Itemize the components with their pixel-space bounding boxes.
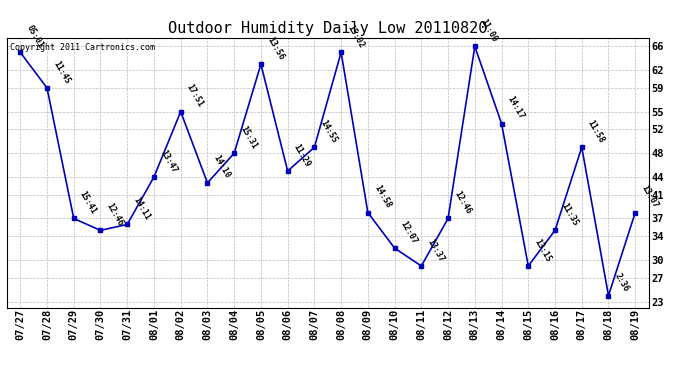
Text: 14:55: 14:55: [319, 118, 339, 144]
Text: 13:37: 13:37: [426, 237, 446, 263]
Text: 13:15: 13:15: [533, 237, 553, 263]
Text: 11:35: 11:35: [559, 201, 580, 228]
Text: 13:07: 13:07: [640, 184, 660, 210]
Text: 13:47: 13:47: [158, 148, 179, 174]
Text: 12:07: 12:07: [399, 219, 419, 245]
Text: 15:31: 15:31: [238, 124, 259, 150]
Text: 14:17: 14:17: [506, 94, 526, 121]
Text: 05:01: 05:01: [24, 23, 45, 50]
Text: 2:36: 2:36: [613, 271, 631, 293]
Text: 15:41: 15:41: [78, 189, 98, 216]
Text: 11:29: 11:29: [292, 142, 312, 168]
Text: 11:45: 11:45: [51, 59, 72, 85]
Text: Copyright 2011 Cartronics.com: Copyright 2011 Cartronics.com: [10, 43, 155, 52]
Text: 11:58: 11:58: [586, 118, 607, 144]
Text: 17:51: 17:51: [185, 83, 205, 109]
Text: 14:58: 14:58: [372, 184, 393, 210]
Title: Outdoor Humidity Daily Low 20110820: Outdoor Humidity Daily Low 20110820: [168, 21, 487, 36]
Text: 14:11: 14:11: [131, 195, 152, 222]
Text: 13:56: 13:56: [265, 35, 286, 62]
Text: 12:46: 12:46: [105, 201, 125, 228]
Text: 15:02: 15:02: [345, 23, 366, 50]
Text: 14:10: 14:10: [212, 154, 232, 180]
Text: 12:46: 12:46: [452, 189, 473, 216]
Text: 11:00: 11:00: [479, 18, 500, 44]
